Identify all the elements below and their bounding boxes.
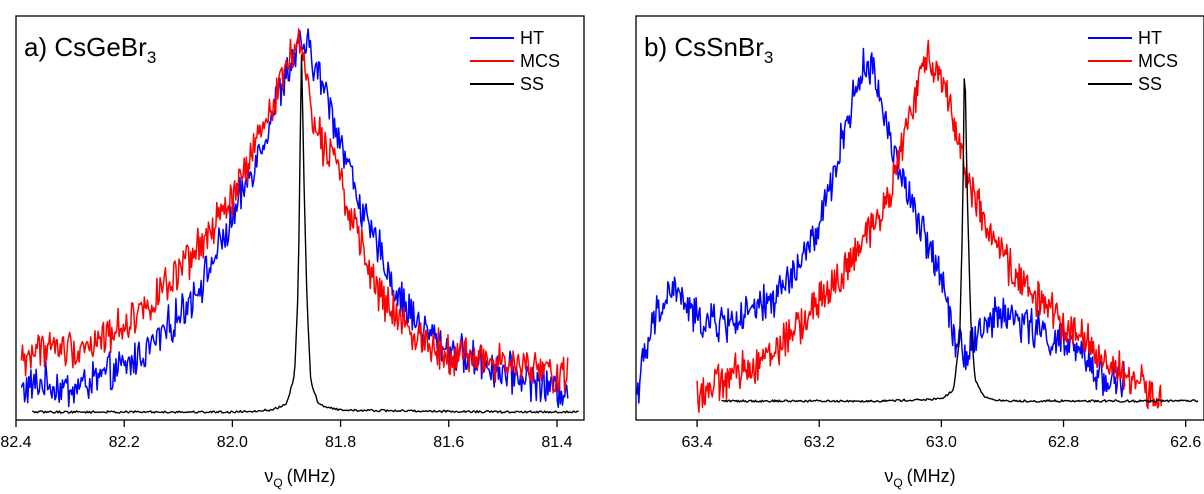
panel-a-x-axis-label: νQ (MHz): [264, 466, 335, 490]
x-tick-label: 63.0: [926, 434, 957, 451]
panel-b-x-axis-label: νQ (MHz): [884, 466, 955, 490]
panel-a-series-group: [20, 28, 579, 414]
series-line-mcs: [20, 28, 569, 394]
panel-b-series-group: [635, 39, 1199, 414]
panel-b-title-subscript: 3: [764, 48, 773, 67]
x-tick-label: 81.6: [433, 434, 464, 451]
x-tick-label: 81.8: [325, 434, 356, 451]
x-tick-label: 62.6: [1170, 434, 1201, 451]
panel-b-legend: HT MCS SS: [1088, 28, 1178, 94]
panel-b-plot-frame: [635, 15, 1204, 421]
x-tick-label: 82.4: [0, 434, 31, 451]
series-line-mcs: [696, 39, 1162, 414]
panel-b-x-axis: 63.4 63.2 63.0 62.8 62.6: [682, 420, 1201, 451]
x-tick-label: 82.0: [217, 434, 248, 451]
legend-label-mcs: MCS: [520, 51, 560, 71]
x-tick-label: 63.4: [682, 434, 713, 451]
series-line-ht: [20, 28, 569, 408]
panel-a-title: a) CsGeBr3: [24, 32, 156, 67]
panel-a-legend: HT MCS SS: [470, 28, 560, 94]
series-line-ss: [721, 78, 1199, 403]
x-tick-label: 82.2: [109, 434, 140, 451]
series-line-ss: [32, 54, 579, 414]
x-tick-label: 62.8: [1048, 434, 1079, 451]
legend-label-ht: HT: [520, 28, 544, 48]
legend-label-ht: HT: [1138, 28, 1162, 48]
panel-a-chart: 82.4 82.2 82.0 81.8 81.6 81.4 a) CsGeBr3 νQ (M…: [0, 15, 585, 490]
legend-label-mcs: MCS: [1138, 51, 1178, 71]
legend-label-ss: SS: [1138, 74, 1162, 94]
legend-label-ss: SS: [520, 74, 544, 94]
series-line-ht: [635, 47, 1126, 404]
x-tick-label: 81.4: [541, 434, 572, 451]
panel-a-plot-frame: [15, 15, 585, 421]
panel-a-title-subscript: 3: [147, 48, 156, 67]
panel-b-title: b) CsSnBr3: [644, 32, 773, 67]
panel-b-chart: 63.4 63.2 63.0 62.8 62.6 b) CsSnBr3 νQ (MHz) …: [635, 15, 1204, 490]
x-tick-label: 63.2: [804, 434, 835, 451]
panel-a-x-axis: 82.4 82.2 82.0 81.8 81.6 81.4: [0, 420, 573, 451]
